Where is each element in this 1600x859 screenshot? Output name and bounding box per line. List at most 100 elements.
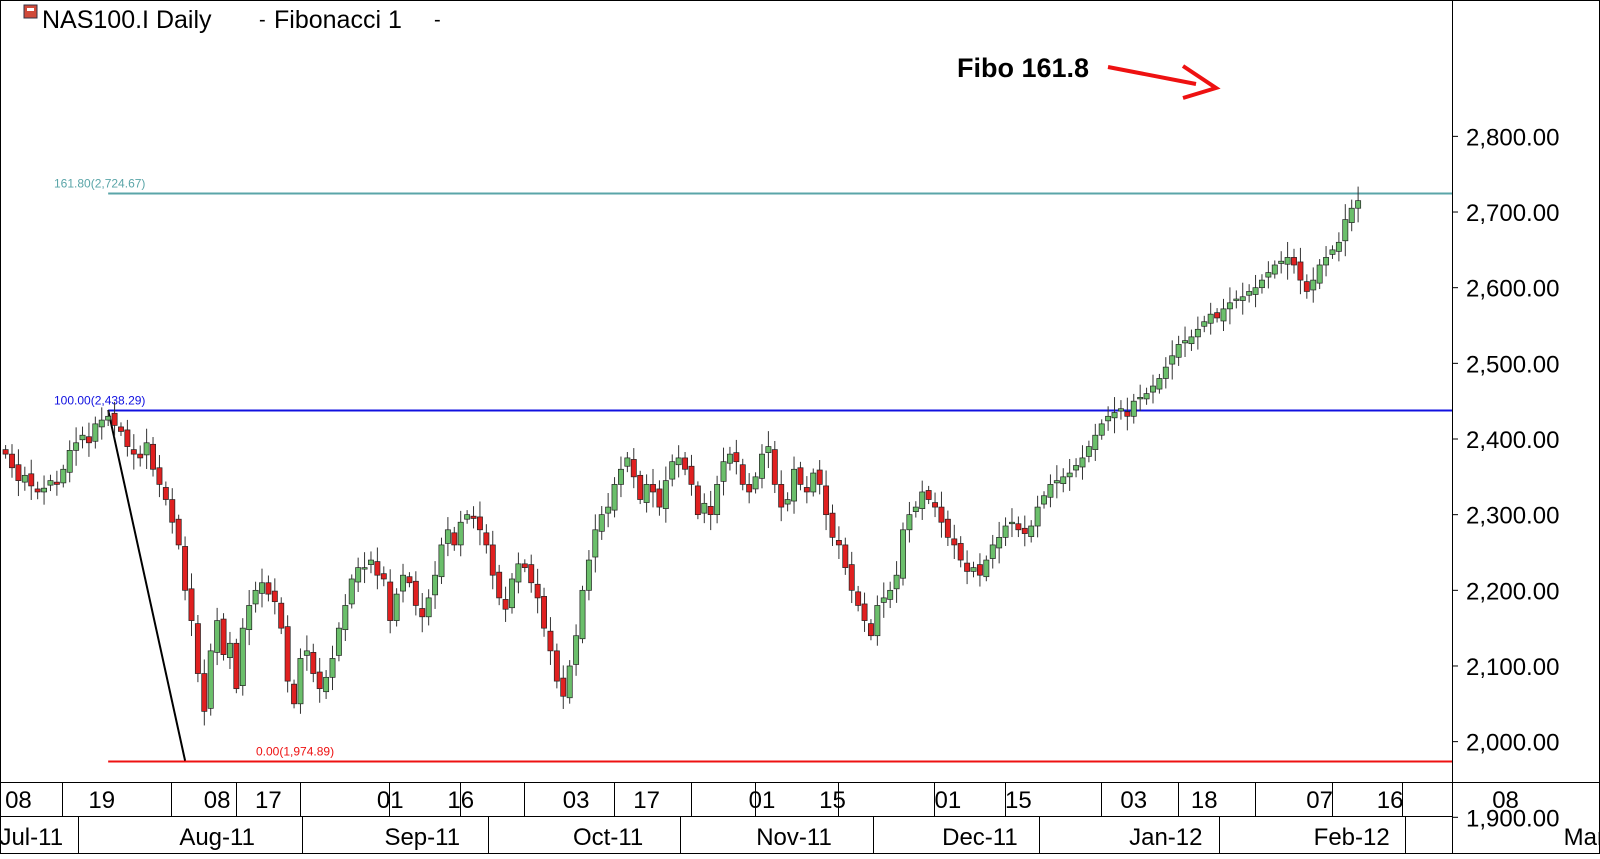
day-label: 19 — [88, 787, 115, 814]
price-tick-label: 2,700.00 — [1466, 200, 1559, 227]
candle-down — [124, 429, 131, 447]
day-label: 16 — [1377, 787, 1404, 814]
candle-up — [1130, 400, 1137, 417]
candle-up — [73, 442, 80, 451]
candle-up — [893, 574, 900, 590]
candle-down — [194, 623, 201, 674]
candle-up — [79, 434, 86, 441]
month-label: Jul-11 — [0, 824, 63, 851]
candle-down — [489, 544, 496, 576]
study-menu-dash[interactable]: - — [434, 9, 441, 31]
candle-up — [1335, 241, 1342, 252]
candle-up — [361, 567, 368, 570]
candle-down — [553, 650, 560, 682]
day-label: 01 — [935, 787, 962, 814]
candle-up — [1284, 257, 1291, 265]
candle-up — [1137, 397, 1144, 400]
symbol-icon[interactable] — [23, 4, 38, 19]
candle-down — [1214, 312, 1221, 319]
candle-up — [227, 642, 233, 659]
candle-up — [92, 423, 99, 442]
candle-up — [810, 472, 817, 493]
candle-up — [1323, 257, 1330, 266]
candle-up — [585, 559, 592, 591]
candle-up — [1342, 219, 1349, 242]
title-separator: - — [259, 9, 266, 31]
candle-up — [1034, 506, 1041, 527]
candle-up — [611, 484, 618, 511]
candle-up — [669, 461, 676, 480]
candle-down — [1303, 281, 1310, 292]
candle-down — [778, 484, 785, 508]
candle-down — [688, 465, 695, 485]
month-label: Oct-11 — [573, 824, 643, 851]
candle-down — [496, 571, 503, 599]
candle-up — [752, 476, 759, 490]
candle-down — [284, 626, 291, 682]
candle-up — [509, 578, 515, 609]
day-label: 01 — [749, 787, 776, 814]
candle-down — [739, 464, 746, 485]
candle-up — [1060, 476, 1067, 484]
candle-up — [573, 635, 580, 665]
candle-up — [726, 453, 733, 464]
candle-down — [938, 506, 945, 523]
candle-down — [137, 453, 144, 459]
candle-down — [528, 564, 535, 584]
candle-up — [906, 514, 913, 531]
candle-down — [380, 573, 387, 580]
candle-up — [425, 597, 432, 618]
day-label: 08 — [204, 787, 231, 814]
candle-down — [374, 561, 381, 576]
month-label: Mar-12 — [1564, 824, 1600, 851]
price-tick-label: 2,000.00 — [1466, 730, 1559, 757]
candle-up — [900, 529, 906, 579]
candle-down — [656, 488, 663, 508]
candle-up — [618, 468, 624, 485]
candle-down — [694, 485, 701, 516]
candle-down — [944, 518, 951, 538]
candle-up — [675, 457, 682, 466]
candle-up — [1329, 249, 1336, 255]
month-label: Jan-12 — [1129, 824, 1202, 851]
month-label: Nov-11 — [756, 824, 832, 851]
candle-up — [759, 453, 765, 479]
candle-up — [1009, 521, 1015, 525]
candle-down — [9, 453, 15, 469]
day-label: 08 — [5, 787, 32, 814]
candle-down — [220, 618, 227, 655]
candle-down — [175, 518, 182, 546]
candle-down — [2, 449, 9, 455]
candle-down — [521, 563, 528, 568]
candle-up — [1169, 355, 1176, 365]
candle-up — [1073, 465, 1080, 471]
candle-down — [162, 487, 169, 500]
day-label: 17 — [255, 787, 282, 814]
candle-up — [662, 480, 669, 509]
candle-down — [1124, 411, 1131, 417]
date-axis: 08 19 08 17 01 16 03 17 01 15 01 15 03 18 07 16 08 Jul-11… — [0, 782, 1600, 854]
candle-up — [701, 502, 708, 514]
candle-up — [21, 474, 28, 483]
candle-up — [252, 589, 259, 605]
candle-up — [880, 597, 887, 603]
candle-down — [15, 464, 22, 481]
candle-up — [1239, 296, 1246, 301]
symbol-icon-mark — [27, 8, 34, 11]
fib-level-label: 0.00(1,974.89) — [256, 745, 334, 759]
candle-down — [156, 467, 163, 485]
candle-down — [130, 449, 137, 455]
candle-down — [816, 469, 823, 485]
candle-down — [291, 683, 298, 705]
candle-up — [1085, 446, 1092, 457]
candle-up — [912, 506, 919, 512]
candle-up — [1150, 385, 1156, 393]
candle-down — [925, 490, 932, 500]
candle-up — [1233, 298, 1240, 301]
candle-up — [720, 461, 727, 482]
candle-up — [598, 514, 605, 532]
candle-up — [1201, 321, 1208, 327]
candle-up — [239, 627, 246, 687]
candle-up — [66, 449, 73, 473]
